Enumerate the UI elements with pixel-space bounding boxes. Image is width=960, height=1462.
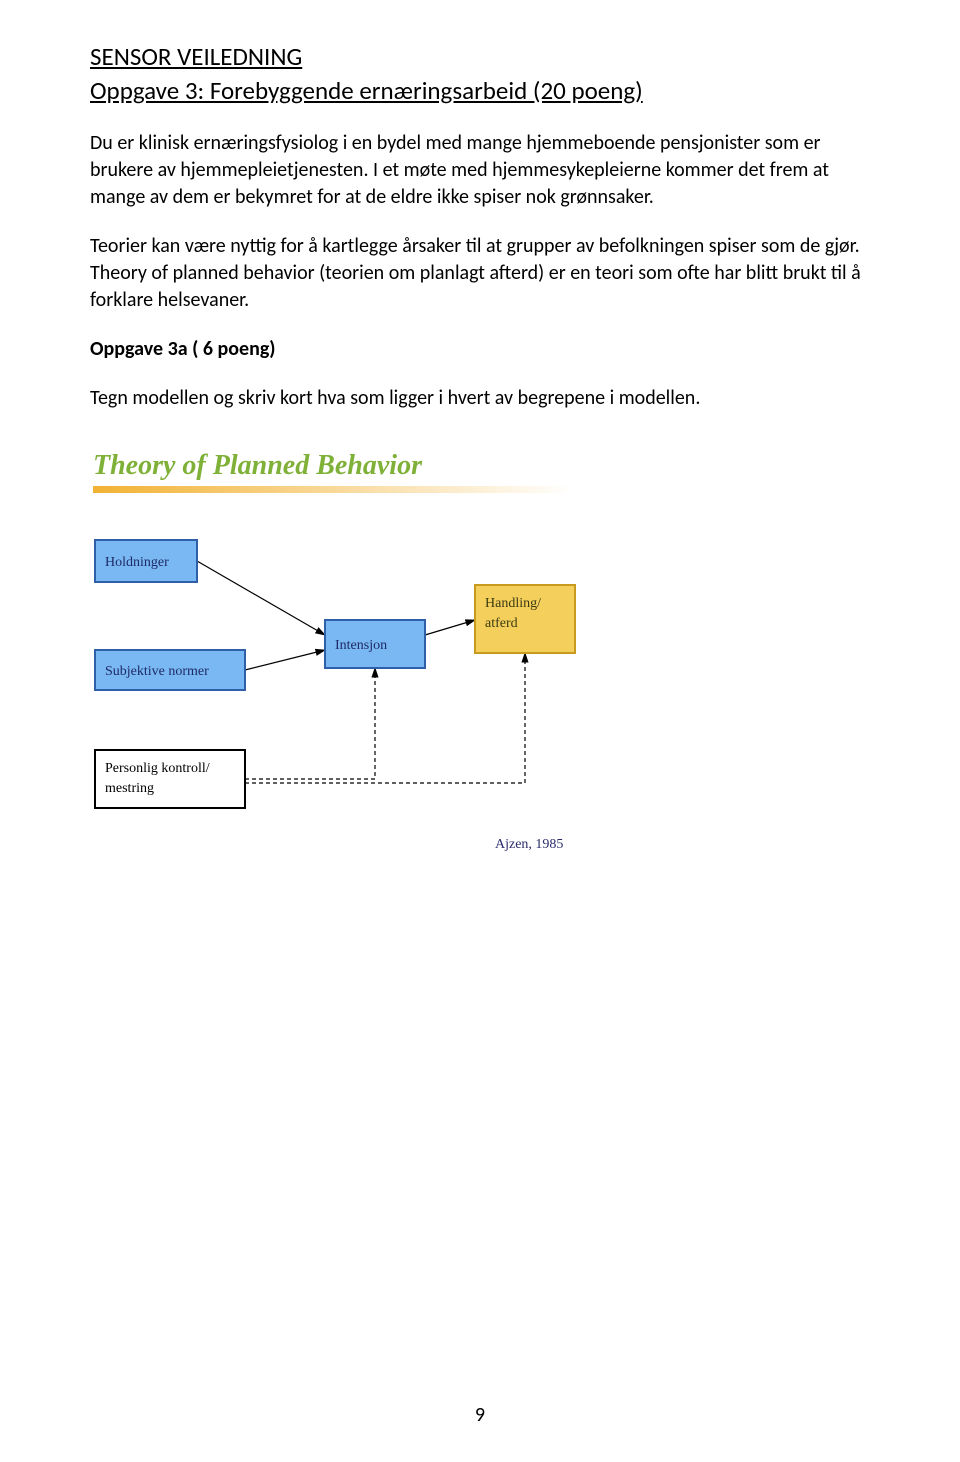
diagram-svg: Theory of Planned Behavior Holdninger Subj…: [85, 440, 705, 910]
edge-holdninger-intensjon: [197, 561, 325, 635]
page-number: 9: [475, 1403, 485, 1427]
node-kontroll: Personlig kontroll/mestring: [95, 750, 245, 808]
edge-kontroll-handling: [245, 653, 525, 783]
svg-text:Holdninger: Holdninger: [105, 555, 169, 570]
heading-line1: SENSOR VEILEDNING: [90, 41, 302, 72]
edge-subjektive-intensjon: [245, 650, 325, 670]
node-intensjon: Intensjon: [325, 620, 425, 668]
svg-text:atferd: atferd: [485, 616, 518, 631]
edge-intensjon-handling: [425, 620, 475, 635]
svg-text:Intensjon: Intensjon: [335, 638, 387, 653]
svg-text:Subjektive normer: Subjektive normer: [105, 664, 209, 679]
paragraph-2: Teorier kan være nyttig for å kartlegge …: [90, 233, 870, 314]
subheading-3a: Oppgave 3a ( 6 poeng): [90, 336, 870, 363]
edge-kontroll-intensjon: [245, 668, 375, 779]
paragraph-3: Tegn modellen og skriv kort hva som ligg…: [90, 385, 870, 412]
node-holdninger: Holdninger: [95, 540, 197, 582]
svg-text:Personlig kontroll/: Personlig kontroll/: [105, 761, 210, 776]
page-heading: SENSOR VEILEDNING Oppgave 3: Forebyggend…: [90, 40, 870, 108]
planned-behavior-diagram: Theory of Planned Behavior Holdninger Subj…: [85, 440, 870, 915]
diagram-citation: Ajzen, 1985: [495, 837, 563, 852]
node-handling: Handling/atferd: [475, 585, 575, 653]
diagram-title: Theory of Planned Behavior: [93, 450, 423, 481]
heading-line2: Oppgave 3: Forebyggende ernæringsarbeid …: [90, 75, 643, 106]
svg-text:mestring: mestring: [105, 781, 154, 796]
svg-text:Handling/: Handling/: [485, 596, 541, 611]
node-subjektive: Subjektive normer: [95, 650, 245, 690]
paragraph-1: Du er klinisk ernæringsfysiolog i en byd…: [90, 130, 870, 211]
diagram-underline: [93, 486, 573, 493]
